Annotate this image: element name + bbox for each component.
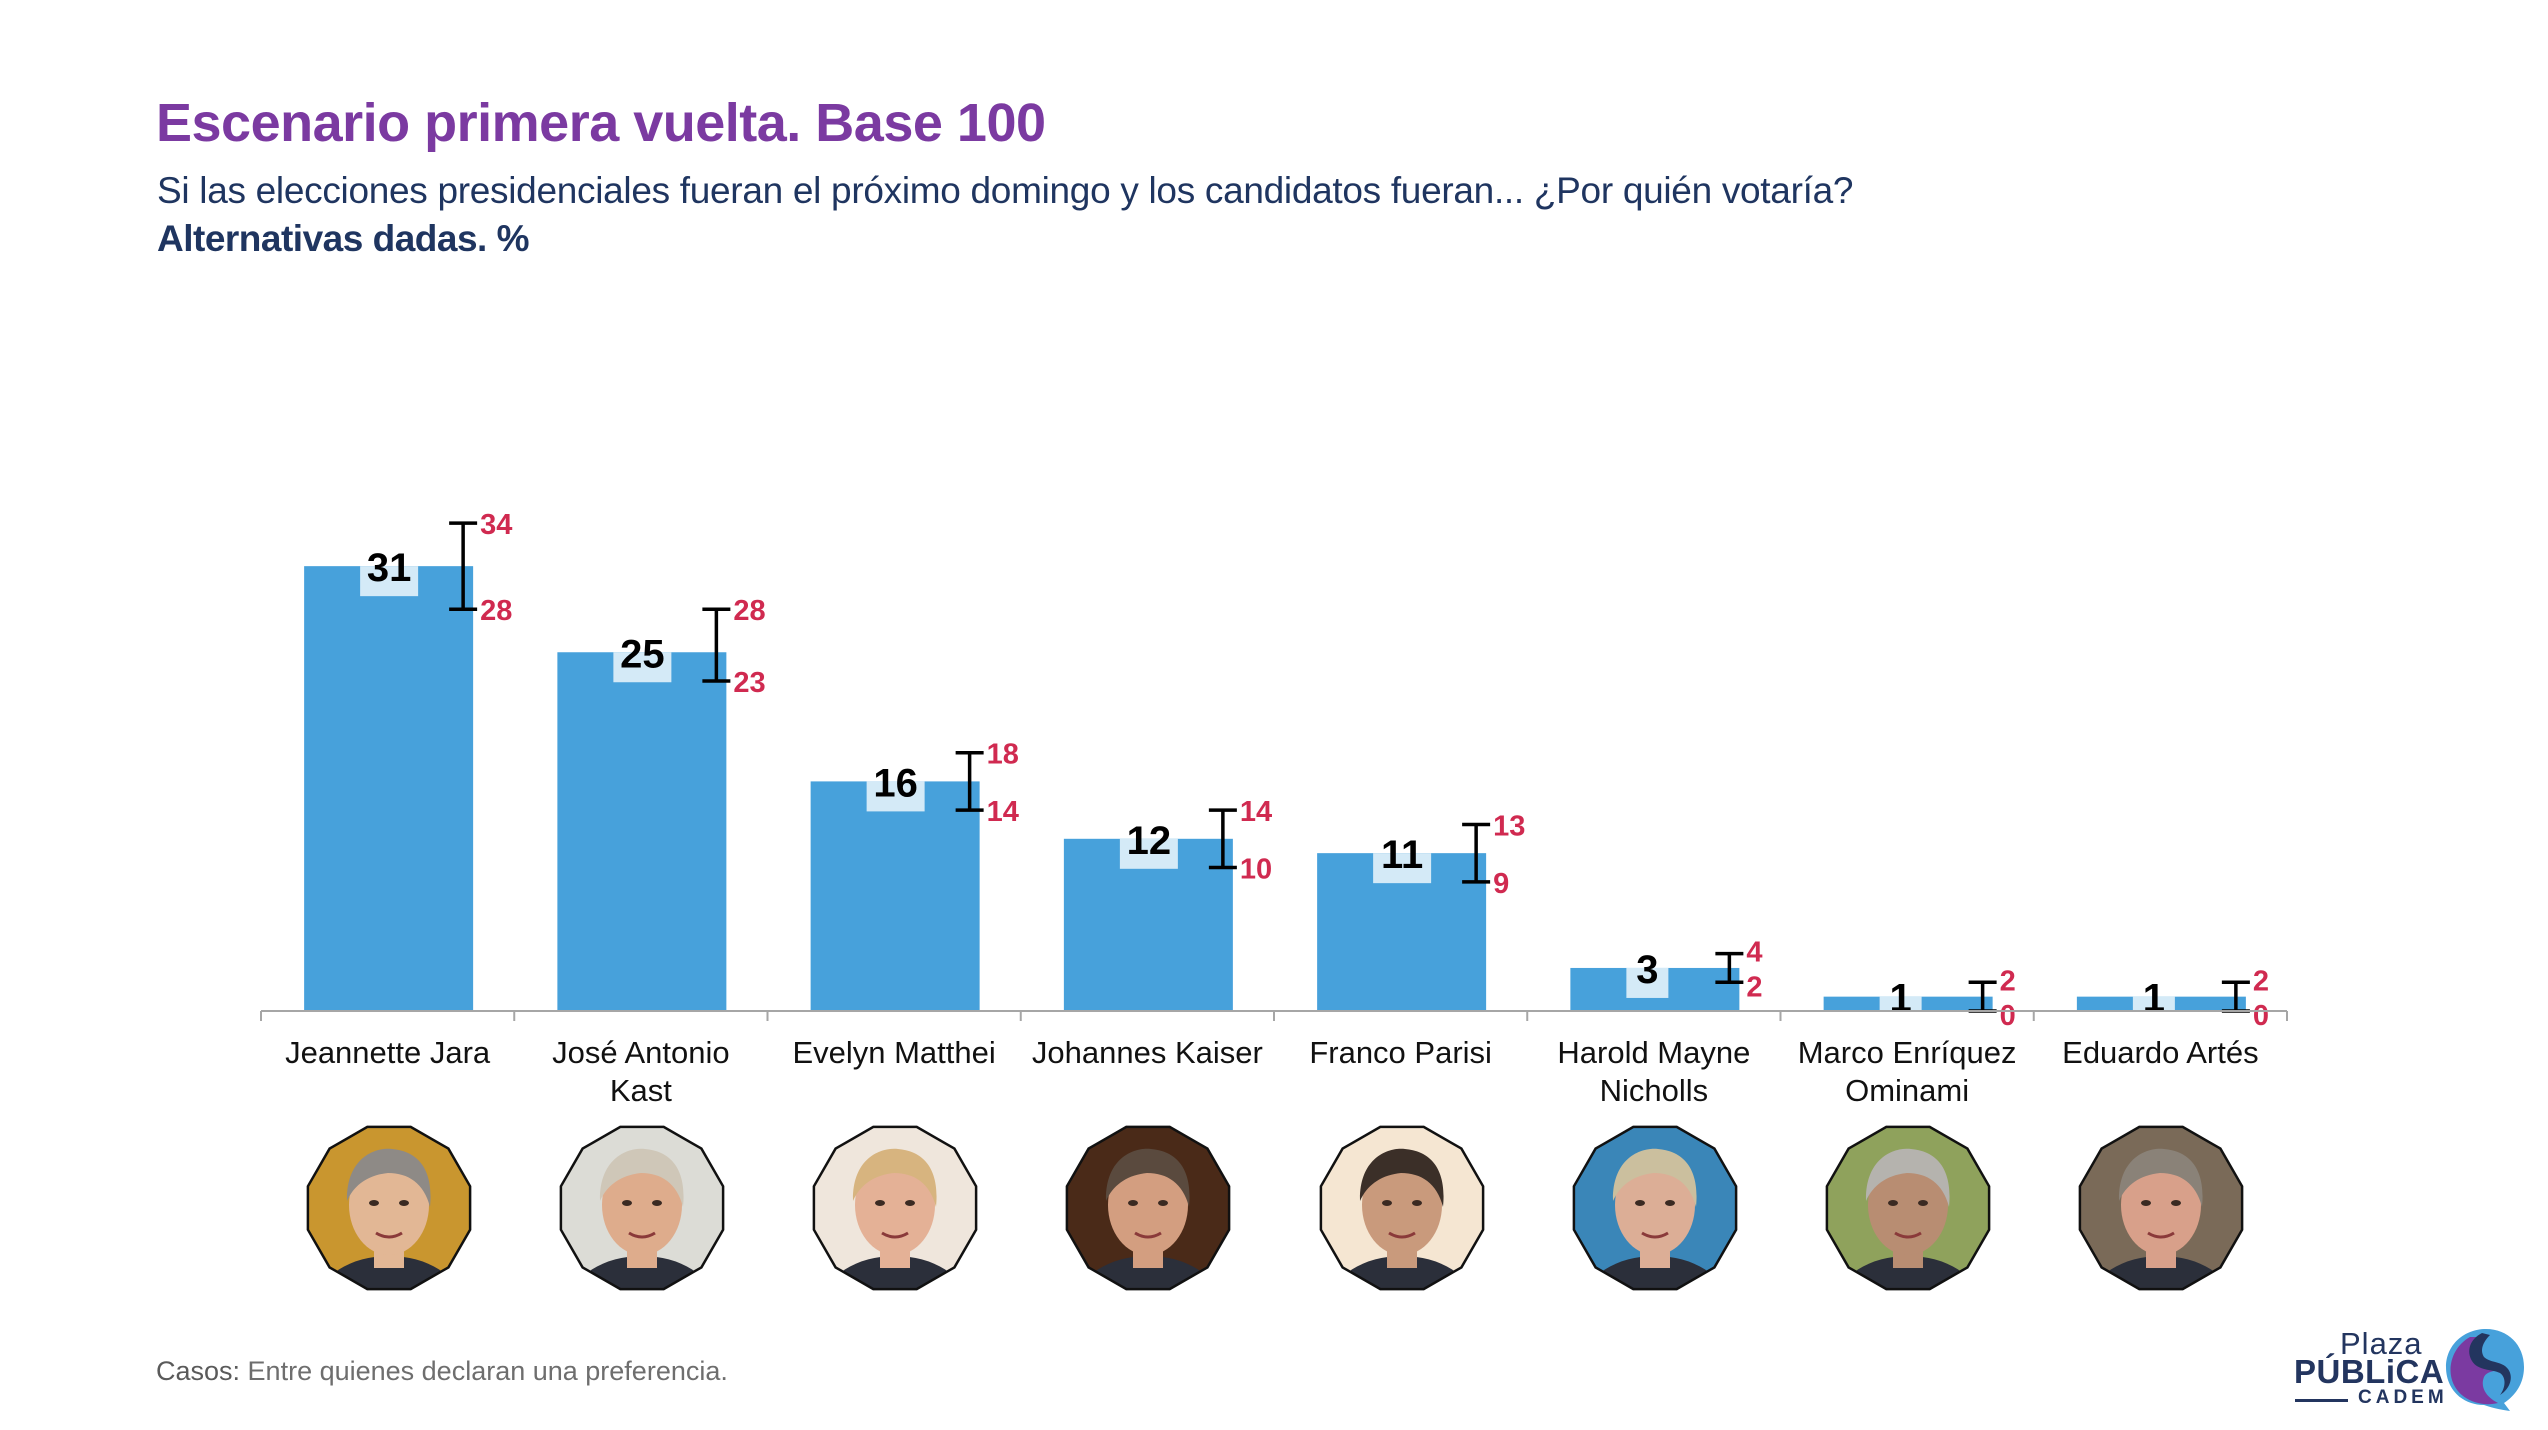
category-label: Kast (610, 1073, 672, 1108)
error-lower-label: 10 (1240, 854, 1272, 886)
kast-photo (557, 1123, 727, 1293)
value-label-box (360, 566, 419, 597)
mayne-nicholls-photo (1570, 1123, 1740, 1293)
portrait-icon (1319, 1125, 1484, 1291)
error-lower-label: 0 (2253, 1000, 2269, 1032)
category-label: Marco Enríquez (1798, 1035, 2017, 1070)
category-label: Nicholls (1600, 1073, 1709, 1108)
value-label-box (1626, 967, 1669, 998)
value-label-box (1373, 853, 1432, 884)
chart-subtitle: Si las elecciones presidenciales fueran … (157, 170, 1854, 211)
portrait-icon (1572, 1125, 1738, 1291)
error-upper-label: 14 (1240, 796, 1272, 828)
error-lower-label: 2 (1746, 971, 1762, 1003)
value-label: 3 (1636, 948, 1658, 992)
category-label: Eduardo Artés (2062, 1035, 2258, 1070)
value-label: 25 (620, 632, 665, 676)
error-upper-label: 13 (1493, 810, 1525, 842)
category-label: Franco Parisi (1309, 1035, 1492, 1070)
value-label: 16 (873, 761, 918, 805)
enriquez-ominami-photo (1823, 1123, 1993, 1293)
footer-text: Entre quienes declaran una preferencia. (240, 1356, 728, 1386)
plaza-publica-cadem-logo: Plaza PÚBLiCA CADEM (2290, 1320, 2548, 1430)
error-lower-label: 14 (987, 796, 1019, 828)
jara-photo (304, 1123, 474, 1293)
error-upper-label: 2 (2253, 965, 2269, 997)
value-label-box (613, 652, 672, 683)
speech-bubble-logo-icon (2446, 1329, 2524, 1411)
category-label: Ominami (1845, 1073, 1969, 1108)
portrait-icon (559, 1125, 725, 1291)
value-label-box (2132, 996, 2175, 1011)
portrait-icon (1066, 1125, 1231, 1291)
value-label-box (866, 781, 925, 812)
portrait-icon (2079, 1125, 2244, 1291)
category-label: Johannes Kaiser (1032, 1035, 1263, 1070)
parisi-photo (1317, 1123, 1487, 1293)
bar (810, 781, 980, 1011)
error-upper-label: 34 (480, 509, 512, 541)
error-upper-label: 28 (733, 595, 765, 627)
logo-rule (2295, 1399, 2348, 1402)
chart-subtitle-bold: Alternativas dadas. % (157, 218, 529, 259)
value-label: 12 (1127, 819, 1172, 863)
logo-publica-text: PÚBLiCA (2294, 1353, 2445, 1390)
kaiser-photo (1063, 1123, 1233, 1293)
error-lower-label: 28 (480, 595, 512, 627)
footer-label: Casos: (156, 1356, 241, 1386)
error-lower-label: 9 (1493, 868, 1509, 900)
portrait-icon (1825, 1125, 1991, 1291)
portrait-icon (812, 1125, 978, 1291)
error-upper-label: 18 (987, 739, 1019, 771)
error-upper-label: 4 (1746, 937, 1762, 969)
bar (557, 652, 727, 1011)
value-label: 1 (1890, 977, 1912, 1021)
logo-cadem-text: CADEM (2358, 1387, 2448, 1408)
error-upper-label: 2 (2000, 965, 2016, 997)
value-label-box (1119, 838, 1178, 869)
value-label: 1 (2143, 977, 2165, 1021)
artes-photo (2076, 1123, 2246, 1293)
portrait-icon (306, 1125, 471, 1291)
bar (304, 566, 474, 1011)
category-label: Harold Mayne (1557, 1035, 1750, 1070)
footer-note: Casos: Entre quienes declaran una prefer… (156, 1356, 728, 1387)
matthei-photo (810, 1123, 980, 1293)
chart-title: Escenario primera vuelta. Base 100 (156, 93, 1046, 153)
error-lower-label: 0 (2000, 1000, 2016, 1032)
logo-plaza-text: Plaza (2340, 1326, 2423, 1361)
error-lower-label: 23 (733, 667, 765, 699)
value-label: 11 (1381, 833, 1423, 877)
category-label: José Antonio (552, 1035, 730, 1070)
category-label: Evelyn Matthei (792, 1035, 995, 1070)
value-label-box (1879, 996, 1922, 1011)
value-label: 31 (367, 546, 412, 590)
category-label: Jeannette Jara (285, 1035, 491, 1070)
